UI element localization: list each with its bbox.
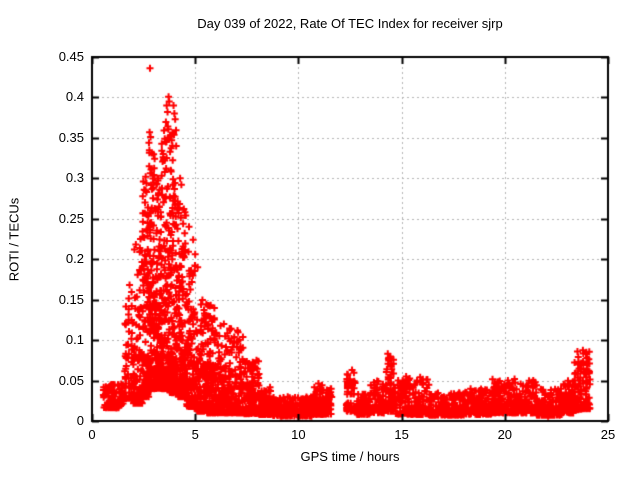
y-tick-label: 0.05 [58,372,84,388]
y-tick-label: 0.45 [58,49,84,64]
x-tick-label: 10 [291,427,306,442]
y-tick-label: 0.3 [65,170,84,186]
x-tick-label: 20 [497,427,513,442]
y-tick-label: 0 [76,413,84,428]
x-tick-label: 0 [88,427,96,442]
x-tick-label: 25 [600,427,616,442]
x-tick-label: 15 [394,427,409,442]
y-tick-label: 0.1 [65,332,84,348]
y-tick-label: 0.35 [58,129,84,145]
y-tick-label: 0.2 [65,251,84,267]
x-axis-label: GPS time / hours [300,449,400,464]
x-tick-label: 5 [191,427,199,442]
y-tick-label: 0.25 [58,210,84,226]
y-tick-label: 0.15 [58,291,84,307]
chart-title: Day 039 of 2022, Rate Of TEC Index for r… [197,16,503,31]
y-tick-label: 0.4 [65,89,84,105]
y-axis-label: ROTI / TECUs [6,197,22,282]
